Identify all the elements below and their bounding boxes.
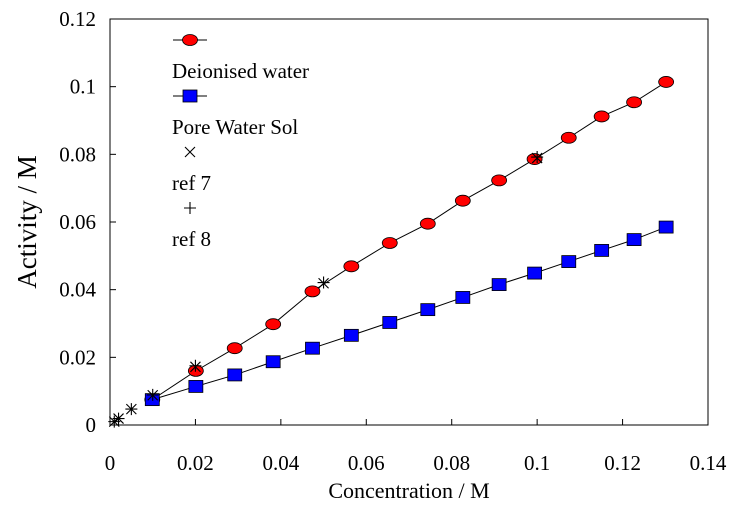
data-point (382, 316, 398, 329)
y-tick-label: 0.08 (59, 142, 96, 166)
series-layer (108, 76, 675, 428)
x-tick-label: 0.04 (262, 451, 299, 475)
data-point (265, 318, 282, 331)
legend-item: ref 7 (172, 146, 211, 195)
legend-label: ref 8 (172, 227, 211, 251)
data-point (343, 260, 360, 273)
data-point (658, 76, 675, 88)
x-tick-label: 0.12 (604, 451, 641, 475)
data-point (531, 151, 544, 164)
x-tick-label: 0.02 (177, 451, 214, 475)
data-point (317, 276, 330, 289)
data-point (125, 403, 138, 416)
data-point (227, 368, 243, 382)
data-point (491, 278, 507, 291)
y-tick-label: 0.04 (59, 278, 96, 302)
data-point (626, 96, 643, 109)
data-point (265, 355, 281, 369)
legend-label: ref 7 (172, 171, 211, 195)
data-point (560, 131, 577, 144)
data-point (304, 285, 321, 298)
data-point (381, 237, 398, 249)
y-tick-label: 0 (86, 413, 97, 437)
axes: 0 0.02 0.04 0.06 0.08 0.1 0.12 0.14 0 0.02 0.04 0.0… (59, 7, 727, 475)
legend-marker (182, 34, 198, 46)
x-axis-title: Concentration / M (328, 478, 489, 503)
y-tick-label: 0.02 (59, 345, 96, 369)
legend-marker (184, 146, 196, 158)
data-point (455, 291, 471, 304)
data-point (226, 342, 243, 355)
legend-marker (182, 89, 198, 103)
legend-marker (184, 202, 196, 214)
data-point (420, 303, 436, 317)
legend-label: Deionised water (172, 59, 309, 83)
data-point (454, 194, 471, 207)
data-point (561, 255, 577, 268)
y-axis-title: Activity / M (12, 155, 42, 289)
series-ref-8 (108, 151, 544, 428)
data-point (112, 412, 125, 425)
legend-item: Pore Water Sol (172, 89, 298, 139)
y-tick-label: 0.06 (59, 210, 96, 234)
legend-item: Deionised water (172, 34, 309, 83)
data-point (189, 359, 202, 372)
y-tick-label: 0.12 (59, 7, 96, 31)
data-point (527, 266, 542, 280)
x-tick-label: 0.1 (524, 451, 550, 475)
data-point (305, 341, 320, 355)
series-pore-water-sol (144, 220, 674, 407)
data-point (594, 244, 610, 257)
data-point (593, 110, 610, 123)
x-tick-label: 0 (105, 451, 116, 475)
data-point (343, 328, 359, 342)
legend-item: ref 8 (172, 202, 211, 251)
data-point (146, 388, 159, 401)
x-tick-label: 0.14 (690, 451, 727, 475)
legend-label: Pore Water Sol (172, 115, 298, 139)
x-tick-label: 0.06 (348, 451, 385, 475)
data-point (419, 217, 436, 230)
y-tick-label: 0.1 (70, 75, 96, 99)
x-tick-label: 0.08 (433, 451, 470, 475)
data-point (658, 220, 674, 234)
data-point (626, 233, 642, 246)
data-point (491, 174, 508, 187)
data-point (188, 380, 204, 393)
legend: Deionised water Pore Water Sol ref 7 ref 8 (172, 34, 309, 251)
